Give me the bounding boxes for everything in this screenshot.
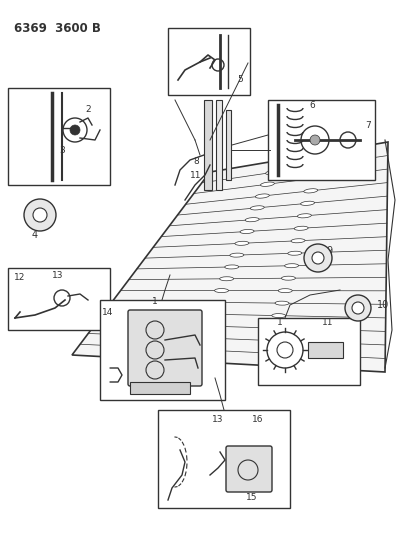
Text: 11: 11 bbox=[190, 172, 202, 181]
Ellipse shape bbox=[275, 301, 289, 305]
Text: 1: 1 bbox=[152, 297, 158, 306]
Ellipse shape bbox=[225, 265, 239, 269]
Circle shape bbox=[304, 244, 332, 272]
Bar bbox=[168, 28, 250, 95]
Ellipse shape bbox=[204, 312, 218, 316]
FancyBboxPatch shape bbox=[226, 446, 272, 492]
Text: 1: 1 bbox=[277, 318, 283, 327]
Text: 11: 11 bbox=[322, 318, 334, 327]
Ellipse shape bbox=[278, 289, 292, 293]
Text: 6369  3600 B: 6369 3600 B bbox=[14, 22, 101, 35]
Text: 6: 6 bbox=[309, 101, 315, 110]
Ellipse shape bbox=[285, 264, 299, 268]
Text: 4: 4 bbox=[32, 230, 38, 240]
Ellipse shape bbox=[230, 253, 244, 257]
Bar bbox=[158, 410, 290, 508]
Circle shape bbox=[24, 199, 56, 231]
Text: 8: 8 bbox=[193, 157, 199, 166]
Text: 3: 3 bbox=[59, 146, 65, 155]
Circle shape bbox=[33, 208, 47, 222]
Bar bbox=[308, 342, 343, 358]
Ellipse shape bbox=[189, 348, 203, 352]
Ellipse shape bbox=[294, 226, 308, 230]
Text: 15: 15 bbox=[246, 493, 258, 502]
Bar bbox=[216, 100, 222, 190]
Circle shape bbox=[352, 302, 364, 314]
Circle shape bbox=[310, 135, 320, 145]
Text: 16: 16 bbox=[252, 415, 264, 424]
Bar bbox=[268, 100, 375, 180]
Ellipse shape bbox=[220, 277, 234, 281]
Ellipse shape bbox=[266, 170, 279, 175]
Text: 14: 14 bbox=[102, 308, 114, 317]
FancyBboxPatch shape bbox=[128, 310, 202, 386]
Ellipse shape bbox=[297, 214, 311, 218]
Ellipse shape bbox=[199, 324, 213, 328]
Ellipse shape bbox=[245, 217, 259, 222]
Ellipse shape bbox=[266, 338, 279, 343]
Text: 2: 2 bbox=[85, 105, 91, 114]
Text: 5: 5 bbox=[237, 75, 243, 84]
Bar bbox=[258, 318, 360, 385]
Text: 13: 13 bbox=[212, 415, 224, 424]
Ellipse shape bbox=[268, 326, 283, 330]
Ellipse shape bbox=[250, 206, 264, 210]
Circle shape bbox=[312, 252, 324, 264]
Polygon shape bbox=[72, 142, 388, 372]
Ellipse shape bbox=[288, 251, 302, 255]
Ellipse shape bbox=[260, 182, 275, 187]
Text: 13: 13 bbox=[52, 271, 64, 280]
Ellipse shape bbox=[310, 164, 324, 168]
Ellipse shape bbox=[282, 276, 295, 280]
Bar bbox=[8, 88, 110, 185]
Text: 7: 7 bbox=[365, 121, 371, 130]
Ellipse shape bbox=[272, 313, 286, 318]
Text: 12: 12 bbox=[14, 273, 26, 282]
Bar bbox=[130, 382, 190, 394]
Bar bbox=[100, 300, 225, 400]
Ellipse shape bbox=[301, 201, 315, 205]
Ellipse shape bbox=[304, 189, 318, 193]
Text: 10: 10 bbox=[377, 300, 389, 310]
Bar bbox=[8, 268, 110, 330]
Ellipse shape bbox=[291, 239, 305, 243]
Ellipse shape bbox=[235, 241, 249, 245]
Ellipse shape bbox=[240, 229, 254, 233]
Ellipse shape bbox=[215, 288, 228, 293]
Bar bbox=[226, 110, 231, 180]
Ellipse shape bbox=[209, 301, 224, 304]
Ellipse shape bbox=[194, 336, 208, 340]
Circle shape bbox=[345, 295, 371, 321]
Ellipse shape bbox=[255, 194, 269, 198]
Bar bbox=[204, 100, 212, 190]
Text: 9: 9 bbox=[326, 246, 332, 256]
Ellipse shape bbox=[307, 176, 321, 181]
Ellipse shape bbox=[262, 351, 276, 355]
Circle shape bbox=[70, 125, 80, 135]
